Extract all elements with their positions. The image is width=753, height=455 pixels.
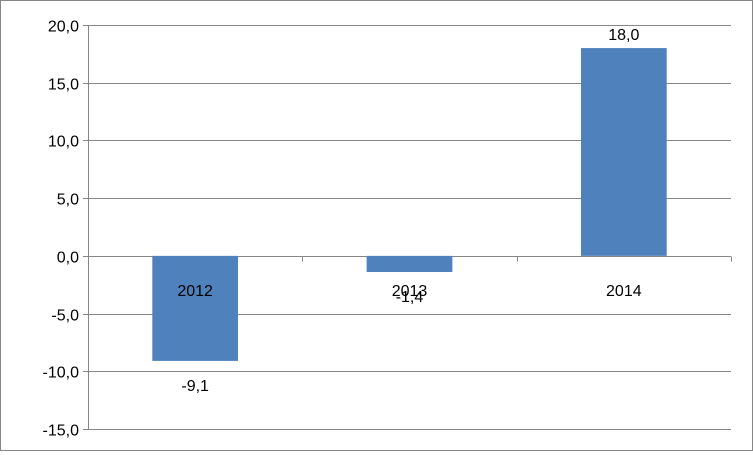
data-label: 18,0 — [608, 27, 639, 44]
bars — [152, 48, 667, 361]
x-category-label: 2014 — [606, 283, 642, 300]
y-tick-label: 10,0 — [48, 134, 79, 151]
y-tick-label: -10,0 — [43, 365, 80, 382]
x-category-label: 2013 — [392, 283, 428, 300]
bar-2014 — [580, 48, 667, 256]
y-tick-label: 20,0 — [48, 19, 79, 36]
labels: 20,0 15,0 10,0 5,0 0,0 -5,0 -10,0 -15,0 2012 -9,1… — [43, 19, 642, 440]
y-tick-label: 5,0 — [57, 192, 79, 209]
y-tick-label: 0,0 — [57, 250, 79, 267]
y-tick-label: -15,0 — [43, 423, 80, 440]
data-label: -1,4 — [396, 289, 424, 306]
bar-2013 — [366, 255, 453, 273]
bar-2012 — [152, 255, 239, 361]
y-tick-label: 15,0 — [48, 77, 79, 94]
x-category-label: 2012 — [177, 283, 213, 300]
y-tick-label: -5,0 — [51, 308, 79, 325]
data-label: -9,1 — [181, 378, 209, 395]
